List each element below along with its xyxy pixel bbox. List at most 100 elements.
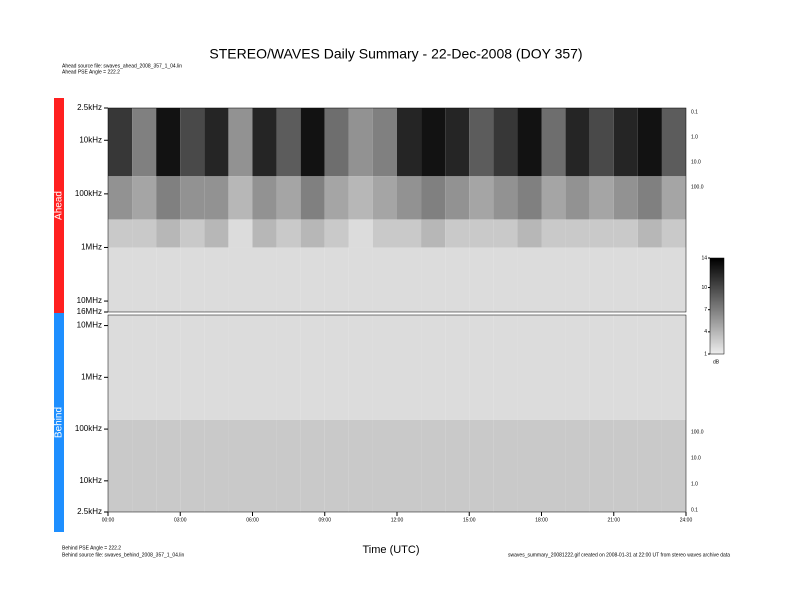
panel-side-bar — [54, 98, 64, 313]
spectrogram-cell — [132, 315, 157, 420]
spectrogram-cell — [469, 108, 494, 177]
header-line: Ahead source file: swaves_ahead_2008_357… — [62, 63, 182, 69]
spectrogram-cell — [156, 219, 181, 248]
spectrogram-cell — [421, 108, 446, 177]
spectrogram-cell — [517, 419, 542, 512]
spectrogram-cell — [445, 247, 470, 312]
spectrogram-cell — [517, 247, 542, 312]
spectrogram-cell — [180, 247, 205, 312]
panel-side-bar — [54, 313, 64, 532]
y-tick-label: 10MHz — [77, 296, 102, 305]
spectrogram-cell — [324, 219, 349, 248]
spectrogram-cell — [348, 419, 373, 512]
spectrogram-cell — [421, 219, 446, 248]
spectrogram-cell — [156, 108, 181, 177]
spectrogram-cell — [108, 108, 133, 177]
spectrogram-cell — [324, 315, 349, 420]
spectrogram-cell — [204, 247, 229, 312]
spectrogram-cell — [565, 419, 590, 512]
colorbar-step — [710, 340, 724, 343]
colorbar-step — [710, 296, 724, 299]
colorbar-step — [710, 308, 724, 311]
colorbar-tick-label: 1 — [704, 351, 707, 357]
panel-label: Ahead — [54, 191, 65, 220]
colorbar-step — [710, 302, 724, 305]
spectrogram-cell — [661, 219, 686, 248]
colorbar-tick-label: 4 — [704, 329, 707, 335]
spectrogram-cell — [565, 219, 590, 248]
colorbar-step — [710, 282, 724, 285]
spectrogram-cell — [252, 219, 277, 248]
colorbar-step — [710, 270, 724, 273]
spectrogram-cell — [300, 108, 325, 177]
spectrogram-cell — [372, 108, 397, 177]
spectrogram-cell — [517, 176, 542, 220]
spectrogram-cell — [637, 108, 662, 177]
spectrogram-cell — [348, 219, 373, 248]
footer-line: Behind PSE Angle = 222.2 — [62, 545, 121, 551]
spectrogram-cell — [637, 219, 662, 248]
spectrogram-cell — [565, 108, 590, 177]
colorbar-step — [710, 326, 724, 329]
spectrogram-cell — [589, 176, 614, 220]
spectrogram-cell — [421, 247, 446, 312]
spectrogram-cell — [180, 176, 205, 220]
spectrogram-cell — [156, 176, 181, 220]
colorbar-step — [710, 272, 724, 275]
y-tick-label: 1MHz — [81, 372, 102, 381]
spectrogram-cell — [517, 315, 542, 420]
spectrogram-cell — [204, 315, 229, 420]
x-tick-label: 12:00 — [391, 517, 404, 523]
spectrogram-cell — [132, 219, 157, 248]
y-tick-label: 1MHz — [81, 243, 102, 252]
spectrogram-cell — [589, 419, 614, 512]
spectrogram-cell — [372, 176, 397, 220]
spectrogram-cell — [397, 176, 422, 220]
y-tick-label: 10MHz — [77, 321, 102, 330]
colorbar-step — [710, 342, 724, 345]
colorbar-step — [710, 332, 724, 335]
colorbar-step — [710, 304, 724, 307]
right-label: 10.0 — [691, 455, 701, 461]
spectrogram-cell — [156, 315, 181, 420]
colorbar-step — [710, 320, 724, 323]
spectrogram-cell — [661, 176, 686, 220]
spectrogram-cell — [156, 419, 181, 512]
spectrogram-cell — [421, 419, 446, 512]
colorbar-step — [710, 346, 724, 349]
spectrogram-cell — [348, 108, 373, 177]
y-tick-label: 2.5kHz — [77, 103, 102, 112]
spectrogram-cell — [228, 315, 253, 420]
colorbar-step — [710, 294, 724, 297]
x-tick-label: 03:00 — [174, 517, 187, 523]
spectrogram-cell — [228, 419, 253, 512]
spectrogram-cell — [397, 247, 422, 312]
spectrogram-cell — [517, 108, 542, 177]
spectrogram-cell — [252, 176, 277, 220]
spectrogram-cell — [204, 176, 229, 220]
y-tick-label: 16MHz — [77, 307, 102, 316]
spectrogram-cell — [372, 247, 397, 312]
spectrogram-cell — [493, 108, 518, 177]
spectrogram-cell — [541, 419, 566, 512]
spectrogram-cell — [348, 176, 373, 220]
spectrogram-cell — [324, 247, 349, 312]
colorbar-step — [710, 260, 724, 263]
spectrogram-cell — [445, 315, 470, 420]
spectrogram-cell — [421, 176, 446, 220]
spectrogram-cell — [613, 419, 638, 512]
colorbar-step — [710, 258, 724, 261]
colorbar-tick-label: 14 — [701, 255, 707, 261]
spectrogram-cell — [493, 219, 518, 248]
colorbar-step — [710, 322, 724, 325]
spectrogram-cell — [276, 247, 301, 312]
spectrogram-cell — [252, 315, 277, 420]
spectrogram-cell — [300, 219, 325, 248]
spectrogram-cell — [445, 108, 470, 177]
spectrogram-cell — [613, 219, 638, 248]
x-axis-label: Time (UTC) — [362, 544, 419, 556]
header-line: Ahead PSE Angle = 222.2 — [62, 69, 120, 75]
spectrogram-cell — [276, 108, 301, 177]
spectrogram-cell — [565, 315, 590, 420]
colorbar-step — [710, 318, 724, 321]
